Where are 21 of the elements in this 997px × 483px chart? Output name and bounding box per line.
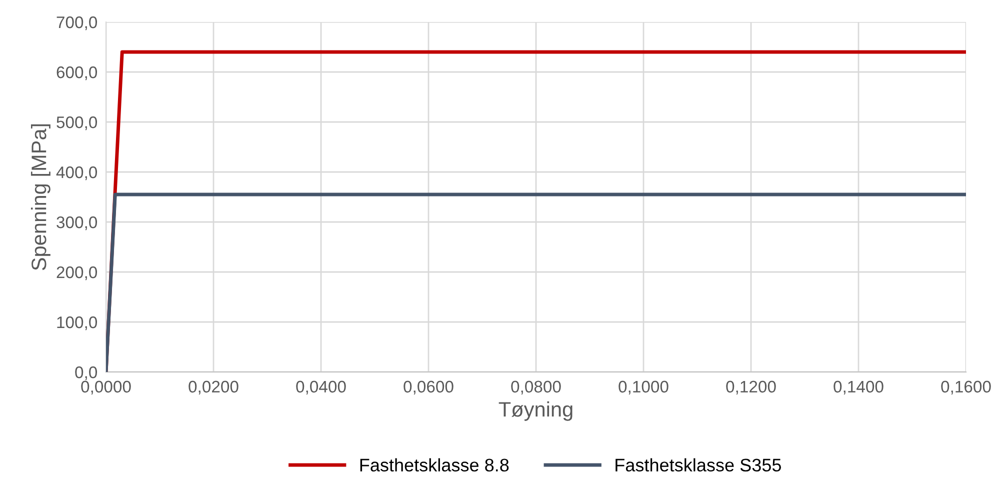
x-tick-label: 0,0800 xyxy=(511,380,561,395)
y-tick-label: 600,0 xyxy=(56,66,98,80)
legend-label: Fasthetsklasse S355 xyxy=(616,458,781,472)
y-tick-label: 0,0 xyxy=(75,366,98,380)
legend-label: Fasthetsklasse 8.8 xyxy=(360,458,509,472)
x-axis-title: Tøyning xyxy=(498,401,572,421)
y-tick-label: 200,0 xyxy=(56,266,98,280)
x-tick-label: 0,1200 xyxy=(726,380,776,395)
x-tick-label: 0,1400 xyxy=(834,380,884,395)
x-tick-label: 0,0200 xyxy=(188,380,238,395)
y-tick-label: 500,0 xyxy=(56,116,98,130)
x-tick-label: 0,0000 xyxy=(81,380,131,395)
y-tick-label: 100,0 xyxy=(57,316,98,330)
x-tick-label: 0,1600 xyxy=(941,380,991,395)
x-tick-label: 0,0400 xyxy=(296,380,346,395)
x-tick-label: 0,1000 xyxy=(618,380,668,395)
y-tick-label: 300,0 xyxy=(56,216,98,230)
y-tick-label: 700,0 xyxy=(56,16,98,30)
y-axis-title: Spenning [MPa] xyxy=(30,124,50,270)
y-tick-label: 400,0 xyxy=(56,166,98,180)
x-tick-label: 0,0600 xyxy=(404,380,454,395)
